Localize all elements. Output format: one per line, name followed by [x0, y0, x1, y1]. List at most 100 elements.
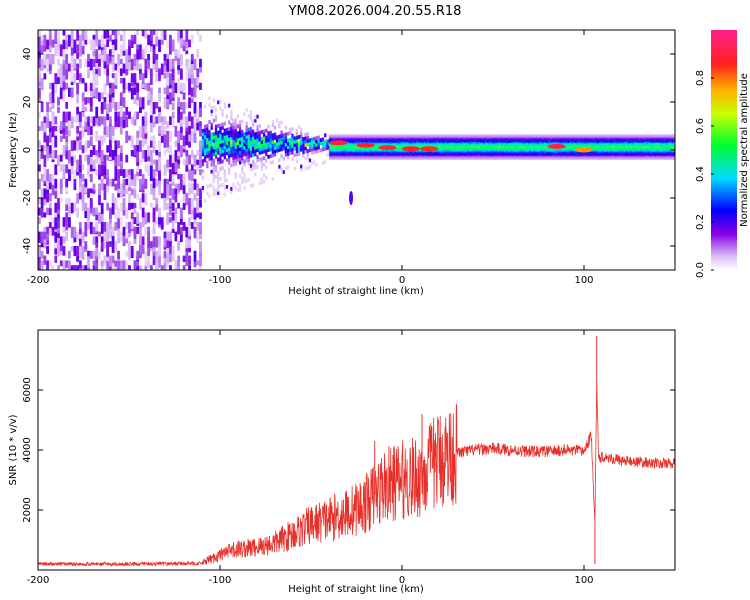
signal-cell [494, 141, 497, 143]
signal-cell [429, 136, 432, 139]
signal-cell [520, 145, 523, 147]
transition-cell [221, 149, 224, 154]
transition-cell [293, 139, 296, 144]
signal-cell [365, 136, 368, 139]
signal-cell [507, 153, 510, 155]
signal-cell [458, 148, 461, 151]
noise-cell [111, 231, 115, 244]
noise-cell [141, 207, 145, 218]
signal-cell [532, 150, 535, 152]
signal-cell [529, 152, 532, 154]
signal-cell [332, 138, 335, 140]
transition-cell [243, 112, 246, 117]
signal-cell [494, 140, 497, 142]
signal-cell [522, 139, 525, 141]
noise-cell [149, 241, 153, 249]
transition-cell [236, 151, 240, 156]
signal-cell [345, 138, 348, 140]
signal-cell [340, 136, 343, 139]
signal-cell [493, 141, 495, 143]
noise-cell [171, 169, 175, 175]
signal-cell [474, 148, 477, 151]
signal-cell [458, 151, 461, 153]
signal-cell [450, 139, 453, 141]
noise-cell [100, 106, 104, 114]
signal-cell [438, 146, 441, 148]
transition-cell [271, 160, 274, 165]
transition-cell [273, 149, 277, 154]
signal-cell [520, 135, 523, 137]
noise-cell [103, 130, 107, 143]
signal-cell [445, 134, 448, 136]
signal-cell [484, 136, 487, 139]
signal-cell [391, 154, 394, 157]
signal-cell [533, 140, 536, 142]
transition-cell [273, 132, 277, 137]
transition-cell [300, 127, 303, 132]
signal-cell [445, 153, 448, 155]
signal-cell [334, 150, 337, 152]
signal-cell [397, 144, 400, 146]
signal-cell [350, 146, 353, 148]
noise-cell [149, 106, 153, 116]
signal-cell [458, 138, 461, 140]
signal-cell [448, 151, 451, 153]
signal-cell [511, 157, 514, 159]
noise-cell [193, 87, 197, 98]
signal-cell [378, 152, 381, 154]
noise-cell [46, 236, 49, 245]
signal-cell [432, 151, 435, 153]
noise-cell [108, 241, 112, 247]
transition-cell [278, 121, 281, 125]
transition-cell [262, 146, 266, 151]
signal-cell [381, 144, 384, 146]
noise-cell [106, 202, 110, 211]
signal-cell [453, 147, 456, 149]
noise-cell [139, 265, 142, 270]
signal-cell [565, 158, 568, 160]
signal-cell [429, 144, 432, 146]
signal-cell [460, 158, 463, 160]
noise-cell [125, 250, 129, 257]
transition-cell [232, 139, 235, 144]
noise-cell [182, 193, 186, 204]
signal-cell [520, 158, 523, 160]
signal-cell [550, 154, 553, 157]
noise-cell [185, 226, 189, 238]
signal-cell [494, 157, 497, 159]
signal-cell [519, 134, 522, 136]
noise-cell [193, 154, 197, 164]
noise-cell [48, 44, 52, 53]
signal-cell [438, 154, 441, 157]
noise-cell [40, 145, 44, 153]
noise-cell [130, 217, 134, 230]
noise-cell [106, 145, 110, 153]
signal-cell [366, 151, 369, 153]
noise-cell [106, 39, 110, 47]
transition-cell [203, 141, 207, 146]
transition-cell [241, 153, 244, 158]
transition-cell [225, 137, 229, 142]
signal-cell [348, 141, 351, 143]
transition-cell [238, 184, 242, 188]
signal-cell [393, 134, 396, 136]
noise-cell [76, 92, 80, 104]
noise-cell [149, 265, 153, 270]
signal-cell [493, 153, 495, 155]
signal-cell [468, 151, 471, 153]
signal-cell [538, 156, 541, 158]
noise-cell [62, 63, 66, 76]
signal-cell [339, 156, 342, 158]
signal-cell [468, 140, 471, 142]
noise-cell [89, 102, 93, 112]
transition-cell [234, 118, 237, 123]
signal-cell [560, 148, 563, 151]
noise-cell [111, 54, 115, 65]
noise-cell [136, 174, 140, 182]
signal-cell [384, 135, 387, 137]
noise-cell [43, 154, 47, 167]
signal-cell [381, 156, 384, 158]
signal-cell [455, 139, 458, 141]
signal-cell [404, 141, 407, 143]
signal-cell [514, 147, 517, 149]
